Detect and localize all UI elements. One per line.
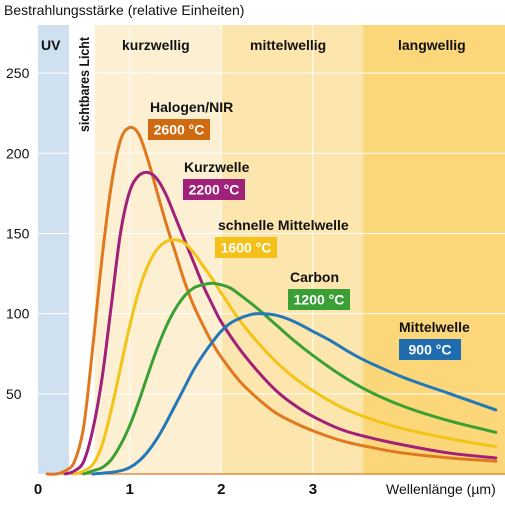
series-name-label-3: Carbon [290,269,339,285]
x-axis-title: Wellenlänge (µm) [386,481,496,497]
band-label-4: langwellig [398,37,466,53]
band-label-2: kurzwellig [122,37,190,53]
y-tick-label-3: 200 [6,145,30,161]
series-name-label-0: Halogen/NIR [150,99,233,115]
series-name-label-4: Mittelwelle [399,319,470,335]
x-tick-label-1: 1 [126,481,134,498]
x-tick-label-0: 0 [34,481,42,498]
temperature-badge-1 [183,179,245,200]
temperature-badge-0 [148,119,210,140]
y-tick-label-2: 150 [6,225,30,241]
band-label-visible-light: sichtbares Licht [76,37,92,132]
temperature-badge-3 [288,289,350,310]
temperature-label-2: 1600 °C [221,240,272,256]
x-tick-label-3: 3 [309,481,317,498]
band-1 [69,25,95,474]
temperature-label-0: 2600 °C [154,122,205,138]
x-tick-label-2: 2 [217,481,225,498]
band-label-3: mittelwellig [250,37,326,53]
series-line-4 [91,312,498,476]
temperature-label-4: 900 °C [409,342,452,358]
temperature-badge-4 [399,339,461,360]
series-name-label-2: schnelle Mittelwelle [218,217,349,233]
series-line-3 [82,281,498,476]
y-tick-label-1: 100 [6,306,30,322]
series-name-label-1: Kurzwelle [184,159,250,175]
y-axis-title: Bestrahlungsstärke (relative Einheiten) [4,2,244,18]
temperature-badge-2 [215,237,277,258]
y-tick-label-4: 250 [6,65,30,81]
band-0 [38,25,70,474]
band-label-0: UV [41,37,61,53]
temperature-label-3: 1200 °C [294,292,345,308]
y-tick-label-0: 50 [6,386,22,402]
series-line-2 [73,238,498,476]
series-line-0 [45,125,498,476]
temperature-label-1: 2200 °C [189,182,240,198]
